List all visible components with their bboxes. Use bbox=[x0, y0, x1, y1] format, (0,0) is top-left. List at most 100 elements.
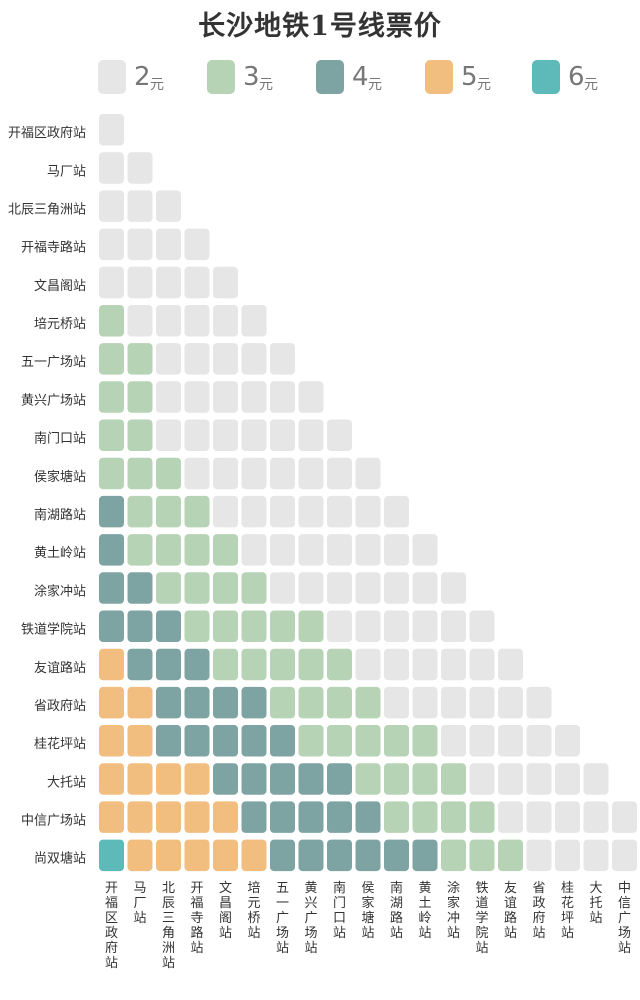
cell-友谊路站-开福区政府站 bbox=[99, 648, 124, 681]
row-label-黄兴广场站: 黄兴广场站 bbox=[21, 393, 86, 408]
cell-省政府站-培元桥站 bbox=[241, 686, 267, 719]
cell-中信广场站-北辰三角洲站 bbox=[156, 801, 181, 833]
cell-中信广场站-省政府站 bbox=[526, 801, 552, 833]
cell-培元桥站-培元桥站 bbox=[241, 305, 267, 337]
legend-value-3: 3 bbox=[243, 62, 260, 92]
cell-涂家冲站-马厂站 bbox=[127, 572, 153, 604]
cell-黄土岭站-黄土岭站 bbox=[412, 534, 438, 566]
cell-黄土岭站-文昌阁站 bbox=[213, 534, 238, 566]
col-label-马厂站: 马厂站 bbox=[133, 881, 146, 926]
row-label-马厂站: 马厂站 bbox=[47, 164, 86, 179]
row-label-铁道学院站: 铁道学院站 bbox=[21, 622, 86, 638]
col-label-文昌阁站: 文昌阁站 bbox=[219, 881, 232, 941]
cell-中信广场站-铁道学院站 bbox=[469, 801, 495, 833]
cell-大托站-南门口站 bbox=[327, 763, 352, 795]
cell-尚双塘站-桂花坪站 bbox=[555, 839, 580, 872]
cell-黄土岭站-北辰三角洲站 bbox=[156, 534, 181, 566]
legend-unit-3: 元 bbox=[259, 77, 273, 93]
cell-铁道学院站-开福寺路站 bbox=[184, 610, 210, 642]
cell-铁道学院站-南湖路站 bbox=[384, 610, 409, 642]
col-label-涂家冲站: 涂家冲站 bbox=[447, 880, 460, 941]
cell-黄土岭站-马厂站 bbox=[127, 534, 153, 566]
cell-北辰三角洲站-开福区政府站 bbox=[99, 190, 124, 222]
cell-尚双塘站-培元桥站 bbox=[241, 839, 267, 872]
cell-五一广场站-马厂站 bbox=[127, 343, 153, 375]
cell-铁道学院站-北辰三角洲站 bbox=[156, 610, 181, 642]
col-label-南湖路站: 南湖路站 bbox=[390, 880, 403, 941]
cell-省政府站-友谊路站 bbox=[498, 686, 523, 719]
legend-value-5: 5 bbox=[461, 62, 478, 92]
cell-北辰三角洲站-马厂站 bbox=[127, 190, 153, 222]
row-label-中信广场站: 中信广场站 bbox=[21, 814, 86, 829]
cell-友谊路站-南湖路站 bbox=[384, 648, 409, 681]
cell-南湖路站-文昌阁站 bbox=[213, 495, 238, 528]
cell-南门口站-北辰三角洲站 bbox=[156, 419, 181, 451]
cell-尚双塘站-开福区政府站 bbox=[99, 839, 124, 872]
cell-省政府站-黄兴广场站 bbox=[298, 686, 324, 719]
cell-涂家冲站-黄土岭站 bbox=[412, 572, 438, 604]
row-label-南门口站: 南门口站 bbox=[34, 431, 86, 447]
cell-黄土岭站-黄兴广场站 bbox=[298, 534, 324, 566]
cell-省政府站-北辰三角洲站 bbox=[156, 686, 181, 719]
row-label-桂花坪站: 桂花坪站 bbox=[34, 736, 86, 752]
col-label-南门口站: 南门口站 bbox=[333, 880, 346, 941]
cell-侯家塘站-马厂站 bbox=[127, 457, 153, 490]
cell-涂家冲站-涂家冲站 bbox=[441, 572, 466, 604]
col-label-中信广场站: 中信广场站 bbox=[618, 881, 631, 956]
cell-南门口站-黄兴广场站 bbox=[298, 419, 324, 451]
cell-培元桥站-马厂站 bbox=[127, 305, 153, 337]
cell-友谊路站-培元桥站 bbox=[241, 648, 267, 681]
cell-五一广场站-培元桥站 bbox=[241, 343, 267, 375]
cell-南湖路站-开福寺路站 bbox=[184, 495, 210, 528]
cell-侯家塘站-五一广场站 bbox=[270, 457, 295, 490]
cell-桂花坪站-五一广场站 bbox=[270, 725, 295, 757]
row-label-涂家冲站: 涂家冲站 bbox=[34, 583, 86, 599]
row-label-大托站: 大托站 bbox=[47, 775, 86, 790]
cell-友谊路站-马厂站 bbox=[127, 648, 153, 681]
cell-涂家冲站-侯家塘站 bbox=[355, 572, 381, 604]
cell-大托站-北辰三角洲站 bbox=[156, 763, 181, 795]
cell-桂花坪站-铁道学院站 bbox=[469, 725, 495, 757]
row-label-开福寺路站: 开福寺路站 bbox=[21, 240, 86, 256]
cell-黄土岭站-五一广场站 bbox=[270, 534, 295, 566]
row-label-友谊路站: 友谊路站 bbox=[34, 660, 86, 676]
cell-南门口站-马厂站 bbox=[127, 419, 153, 451]
col-label-大托站: 大托站 bbox=[589, 881, 602, 926]
cell-黄土岭站-开福寺路站 bbox=[184, 534, 210, 566]
row-label-五一广场站: 五一广场站 bbox=[21, 355, 86, 370]
cell-南湖路站-开福区政府站 bbox=[99, 495, 124, 528]
col-label-黄兴广场站: 黄兴广场站 bbox=[304, 881, 317, 956]
cell-省政府站-南门口站 bbox=[327, 686, 352, 719]
cell-桂花坪站-黄兴广场站 bbox=[298, 725, 324, 757]
cell-南门口站-五一广场站 bbox=[270, 419, 295, 451]
row-label-北辰三角洲站: 北辰三角洲站 bbox=[8, 203, 86, 218]
cell-大托站-大托站 bbox=[583, 763, 609, 795]
cell-涂家冲站-文昌阁站 bbox=[213, 572, 238, 604]
cell-大托站-文昌阁站 bbox=[213, 763, 238, 795]
cell-省政府站-开福区政府站 bbox=[99, 686, 124, 719]
cell-南门口站-文昌阁站 bbox=[213, 419, 238, 451]
row-label-开福区政府站: 开福区政府站 bbox=[8, 126, 86, 141]
col-label-黄土岭站: 黄土岭站 bbox=[418, 881, 431, 941]
cell-北辰三角洲站-北辰三角洲站 bbox=[156, 190, 181, 222]
col-label-友谊路站: 友谊路站 bbox=[504, 880, 517, 941]
cell-桂花坪站-侯家塘站 bbox=[355, 725, 381, 757]
cell-大托站-桂花坪站 bbox=[555, 763, 580, 795]
cell-大托站-培元桥站 bbox=[241, 763, 267, 795]
cell-大托站-开福寺路站 bbox=[184, 763, 210, 795]
cell-涂家冲站-培元桥站 bbox=[241, 572, 267, 604]
cell-中信广场站-培元桥站 bbox=[241, 801, 267, 833]
cell-桂花坪站-马厂站 bbox=[127, 725, 153, 757]
cell-大托站-省政府站 bbox=[526, 763, 552, 795]
cell-五一广场站-北辰三角洲站 bbox=[156, 343, 181, 375]
cell-大托站-涂家冲站 bbox=[441, 763, 466, 795]
cell-大托站-黄兴广场站 bbox=[298, 763, 324, 795]
cell-铁道学院站-五一广场站 bbox=[270, 610, 295, 642]
cell-尚双塘站-涂家冲站 bbox=[441, 839, 466, 872]
legend-swatch-6 bbox=[532, 60, 560, 94]
cell-涂家冲站-开福区政府站 bbox=[99, 572, 124, 604]
legend-swatch-5 bbox=[425, 60, 453, 94]
cell-中信广场站-大托站 bbox=[583, 801, 609, 833]
cell-马厂站-马厂站 bbox=[127, 152, 153, 184]
